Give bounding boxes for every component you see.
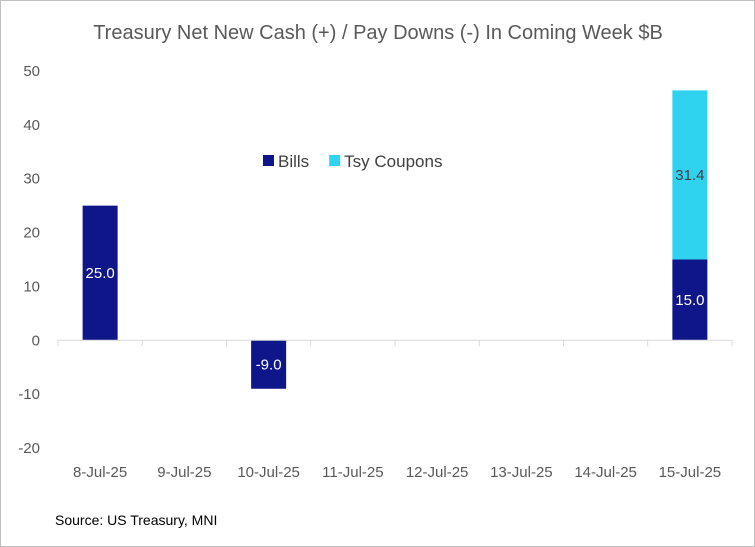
x-tick-label: 11-Jul-25 — [322, 464, 383, 481]
x-tick-label: 12-Jul-25 — [406, 464, 469, 481]
x-tick-label: 13-Jul-25 — [490, 464, 553, 481]
x-tick-label: 10-Jul-25 — [237, 464, 300, 481]
y-tick-label: -10 — [18, 386, 40, 403]
bar-bills — [82, 205, 118, 341]
y-tick-label: 10 — [23, 278, 40, 295]
x-tick-label: 14-Jul-25 — [574, 464, 637, 481]
x-axis — [57, 339, 733, 347]
y-tick-label: 0 — [32, 332, 40, 349]
legend-swatch — [329, 155, 341, 166]
bar-bills — [251, 340, 287, 389]
legend-label: Bills — [278, 152, 309, 171]
x-tick-label: 15-Jul-25 — [659, 464, 722, 481]
y-axis: -20 -10 0 10 20 30 40 50 — [18, 63, 40, 457]
x-tick-label: 8-Jul-25 — [73, 464, 127, 481]
legend: Bills Tsy Coupons — [263, 152, 442, 171]
legend-label: Tsy Coupons — [344, 152, 442, 171]
x-tick-label: 9-Jul-25 — [157, 464, 211, 481]
bar-bills — [672, 259, 708, 341]
y-tick-label: 30 — [23, 171, 40, 188]
data-label: 25.0 — [86, 265, 115, 282]
y-tick-label: 40 — [23, 117, 40, 134]
y-tick-label: 20 — [23, 225, 40, 242]
data-label: 15.0 — [675, 292, 704, 309]
y-tick-label: 50 — [23, 63, 40, 80]
source-note: Source: US Treasury, MNI — [55, 512, 217, 528]
data-labels: 25.0 -9.0 15.0 31.4 — [86, 167, 705, 374]
data-label: -9.0 — [256, 357, 282, 374]
chart-title: Treasury Net New Cash (+) / Pay Downs (-… — [93, 22, 663, 44]
y-tick-label: -20 — [18, 440, 40, 457]
legend-swatch — [263, 155, 274, 166]
bar-tsy-coupons — [672, 90, 708, 260]
x-axis-labels: 8-Jul-25 9-Jul-25 10-Jul-25 11-Jul-25 12-Jul… — [73, 464, 721, 481]
data-label: 31.4 — [675, 167, 704, 184]
bar-series — [82, 90, 708, 389]
